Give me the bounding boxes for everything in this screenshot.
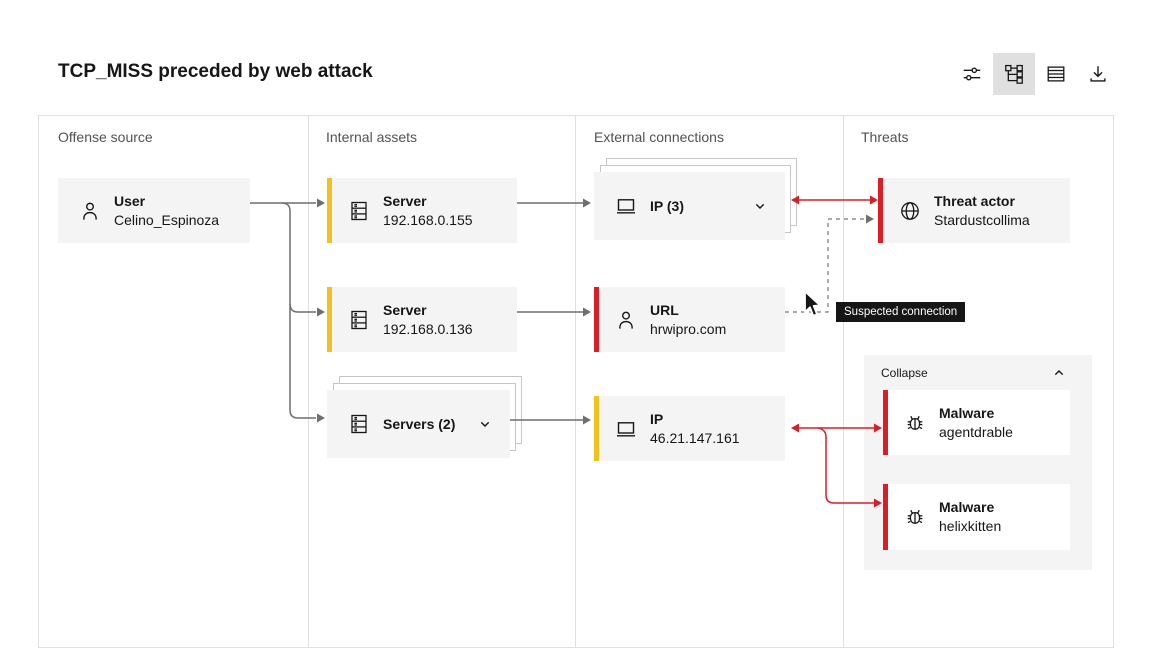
node-type: IP <box>650 410 664 427</box>
node-text: Server 192.168.0.155 <box>383 192 473 230</box>
table-icon <box>1047 66 1065 82</box>
node-value: helixkitten <box>939 518 1002 534</box>
node-malware-agentdrable[interactable]: Malware agentdrable <box>883 390 1070 455</box>
device-icon <box>614 194 638 218</box>
node-value: Celino_Espinoza <box>114 211 220 228</box>
node-threat-actor[interactable]: Threat actor Stardustcollima <box>878 178 1070 243</box>
collapse-group-button[interactable] <box>1046 361 1072 385</box>
chevron-down-icon <box>480 421 490 427</box>
node-type: Threat actor <box>934 192 1015 209</box>
globe-icon <box>898 199 922 223</box>
node-type: IP (3) <box>650 197 684 214</box>
node-user[interactable]: User Celino_Espinoza <box>58 178 250 243</box>
node-type: Server <box>383 301 427 318</box>
collapse-label: Collapse <box>881 366 928 380</box>
node-malware-helixkitten[interactable]: Malware helixkitten <box>883 484 1070 550</box>
server-icon <box>347 308 371 332</box>
page-title: TCP_MISS preceded by web attack <box>58 61 373 82</box>
node-value: hrwipro.com <box>650 320 727 337</box>
server-icon <box>347 412 371 436</box>
node-ip-group[interactable]: IP (3) <box>594 172 785 240</box>
node-servers-group[interactable]: Servers (2) <box>327 390 510 458</box>
node-type: Malware <box>939 499 995 515</box>
malware-icon <box>903 505 927 529</box>
suspected-connection-tooltip: Suspected connection <box>836 302 966 322</box>
node-value: 46.21.147.161 <box>650 429 740 446</box>
filter-settings-button[interactable] <box>951 53 993 95</box>
chevron-down-icon <box>755 203 765 209</box>
node-text: Threat actor Stardustcollima <box>934 192 1030 230</box>
node-type: Malware <box>939 404 995 421</box>
column-divider <box>843 116 844 647</box>
node-ip-46-21-147-161[interactable]: IP 46.21.147.161 <box>594 396 785 461</box>
device-icon <box>614 417 638 441</box>
chevron-up-icon <box>1054 370 1064 376</box>
graph-view-button[interactable] <box>993 53 1035 95</box>
user-icon <box>78 199 102 223</box>
node-text: Malware agentdrable <box>939 404 1013 442</box>
user-icon <box>614 308 638 332</box>
node-value: Stardustcollima <box>934 211 1030 228</box>
settings-adjust-icon <box>963 67 981 81</box>
node-value: 192.168.0.136 <box>383 320 473 337</box>
node-text: Malware helixkitten <box>939 498 1001 536</box>
view-toolbar <box>951 53 1119 95</box>
node-type: User <box>114 192 146 209</box>
malware-icon <box>903 411 927 435</box>
expand-ip-group-button[interactable] <box>749 195 771 217</box>
node-type: Server <box>383 192 427 209</box>
expand-servers-button[interactable] <box>474 413 496 435</box>
tree-view-icon <box>1005 64 1023 84</box>
download-icon <box>1090 65 1106 82</box>
node-value: agentdrable <box>939 423 1013 440</box>
server-icon <box>347 199 371 223</box>
column-header-offense-source: Offense source <box>58 129 153 145</box>
node-server-192-168-0-155[interactable]: Server 192.168.0.155 <box>327 178 517 243</box>
node-server-192-168-0-136[interactable]: Server 192.168.0.136 <box>327 287 517 352</box>
node-text: URL hrwipro.com <box>650 301 726 339</box>
table-view-button[interactable] <box>1035 53 1077 95</box>
column-divider <box>575 116 576 647</box>
node-type: URL <box>650 301 679 318</box>
node-value: 192.168.0.155 <box>383 211 473 228</box>
column-header-threats: Threats <box>861 129 909 145</box>
column-divider <box>308 116 309 647</box>
node-type: Servers (2) <box>383 415 456 432</box>
download-button[interactable] <box>1077 53 1119 95</box>
column-header-internal-assets: Internal assets <box>326 129 418 145</box>
node-text: IP 46.21.147.161 <box>650 410 740 448</box>
column-header-external-connections: External connections <box>594 129 724 145</box>
node-text: Server 192.168.0.136 <box>383 301 473 339</box>
node-text: User Celino_Espinoza <box>114 192 219 230</box>
node-url[interactable]: URL hrwipro.com <box>594 287 785 352</box>
